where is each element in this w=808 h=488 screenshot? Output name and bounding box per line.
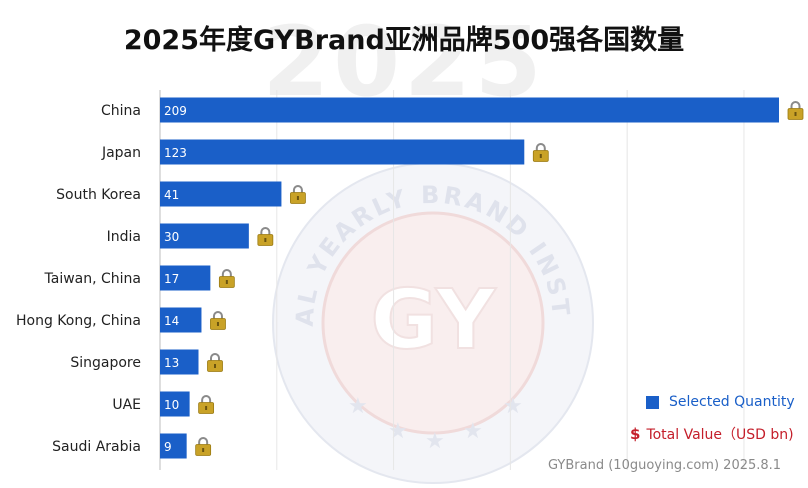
dollar-icon: $ (630, 425, 641, 443)
bar (160, 307, 202, 333)
category-label: India (107, 229, 141, 245)
svg-text:★: ★ (503, 394, 523, 419)
category-label: South Korea (56, 187, 141, 203)
bar (160, 223, 249, 249)
bar-value-label: 123 (164, 146, 187, 160)
category-label: Taiwan, China (44, 271, 142, 287)
svg-text:★: ★ (425, 429, 445, 454)
bar (160, 97, 779, 123)
bar (160, 139, 525, 165)
bar (160, 391, 190, 417)
bar-value-label: 30 (164, 230, 179, 244)
bar (160, 265, 211, 291)
bar (160, 433, 187, 459)
bar-value-label: 209 (164, 104, 187, 118)
institute-seal-logo: GLOBAL YEARLY BRAND INSTITUTE GY ★ ★ ★ ★… (268, 158, 594, 484)
lock-icon (532, 143, 549, 162)
lock-icon (198, 395, 215, 414)
bar-value-label: 14 (164, 314, 179, 328)
bar (160, 181, 282, 207)
bar-chart: China 209 Japan 123 South Korea 41 India 30 Taiw… (16, 90, 804, 470)
category-label: Hong Kong, China (16, 313, 141, 329)
svg-text:★: ★ (463, 419, 483, 444)
bar-value-label: 10 (164, 398, 179, 412)
lock-icon (210, 311, 226, 330)
legend-value-label: Total Value（USD bn) (646, 427, 794, 443)
category-label: China (101, 103, 141, 119)
lock-icon (787, 101, 804, 120)
category-label: Singapore (70, 355, 141, 371)
source-note: GYBrand (10guoying.com) 2025.8.1 (548, 458, 782, 473)
legend-quantity-label: Selected Quantity (669, 394, 795, 410)
category-label: Saudi Arabia (52, 439, 141, 455)
bar (160, 349, 199, 375)
lock-icon (257, 227, 274, 246)
bar-value-label: 13 (164, 356, 179, 370)
legend-total-value: $ Total Value（USD bn) (630, 424, 794, 444)
bar-value-label: 17 (164, 272, 179, 286)
chart-title: 2025年度GYBrand亚洲品牌500强各国数量 (123, 25, 685, 56)
bar-value-label: 41 (164, 188, 179, 202)
legend-swatch-icon (646, 395, 659, 409)
lock-icon (290, 185, 306, 204)
lock-icon (218, 269, 235, 288)
lock-icon (207, 353, 223, 372)
bar-value-label: 9 (164, 440, 172, 454)
legend-selected-quantity: Selected Quantity (646, 394, 795, 410)
category-label: UAE (112, 397, 141, 413)
svg-text:★: ★ (388, 419, 408, 444)
svg-text:★: ★ (348, 394, 368, 419)
category-label: Japan (101, 145, 141, 161)
lock-icon (195, 437, 212, 456)
svg-text:GY: GY (371, 273, 498, 368)
